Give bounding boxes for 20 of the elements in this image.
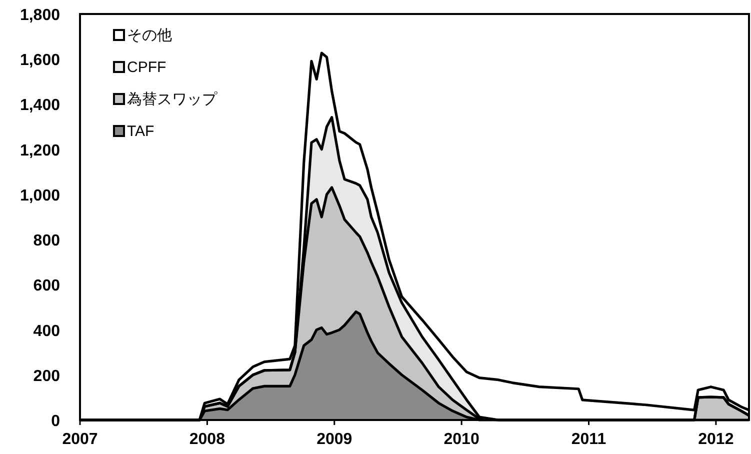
x-tick-label: 2012 — [698, 431, 734, 448]
y-tick-label: 400 — [33, 322, 60, 340]
x-tick-label: 2010 — [444, 431, 480, 448]
legend-label: 為替スワップ — [127, 91, 218, 108]
y-tick-label: 1,600 — [20, 52, 60, 70]
legend-label: その他 — [127, 27, 172, 44]
y-tick-label: 1,800 — [20, 7, 60, 24]
x-tick-label: 2008 — [189, 431, 226, 448]
x-tick-label: 2011 — [571, 431, 606, 448]
x-tick-label: 2007 — [62, 431, 98, 448]
legend-label: CPFF — [127, 59, 166, 76]
y-tick-label: 1,200 — [20, 142, 60, 160]
legend-label: TAF — [127, 123, 154, 140]
y-tick-label: 1,400 — [20, 97, 60, 114]
y-tick-label: 200 — [33, 368, 60, 385]
x-tick-label: 2009 — [316, 431, 352, 448]
y-tick-label: 800 — [33, 232, 60, 250]
y-tick-label: 600 — [33, 278, 60, 295]
y-tick-label: 1,000 — [20, 187, 60, 204]
y-tick-label: 0 — [51, 413, 60, 430]
